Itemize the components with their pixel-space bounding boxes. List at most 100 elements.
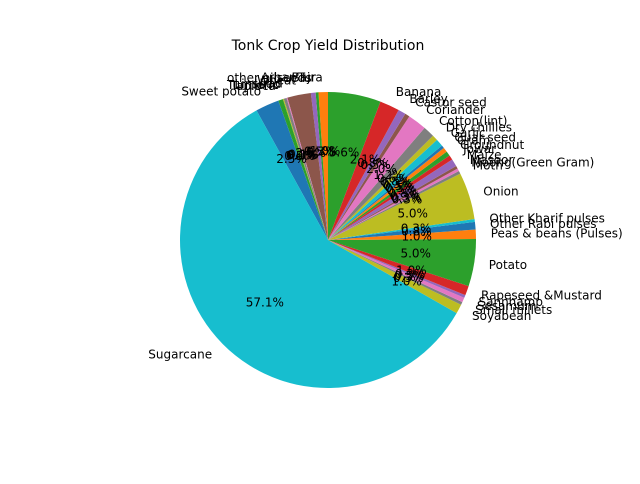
- pie-slice-tapioca: [278, 99, 328, 240]
- slice-label-masoor: Masoor: [470, 153, 514, 167]
- pie-slice-barley: [328, 109, 406, 241]
- pie-slice-jowar: [328, 155, 453, 240]
- slice-label-wheat: Wheat: [257, 73, 296, 87]
- slice-label-rapeseed-mustard: Rapeseed &Mustard: [481, 289, 602, 303]
- slice-label-turmeric: Turmeric: [226, 78, 279, 92]
- slice-label-other-kharif-pulses: Other Kharif pulses: [489, 212, 604, 226]
- pie-slice-sweet-potato: [256, 100, 328, 240]
- slice-label-moth: Moth: [473, 159, 503, 173]
- slice-label-bajra: Bajra: [291, 70, 322, 84]
- pie-slice-castor-seed: [328, 113, 410, 240]
- slice-label-castor-seed: Castor seed: [415, 96, 486, 110]
- pie-slice-wheat: [287, 93, 328, 240]
- pie-slice-other-oilseeds: [310, 92, 328, 241]
- slice-pct-dry-chillies: 0.6%: [377, 172, 408, 186]
- slice-label-barley: Barley: [409, 92, 447, 106]
- slice-label-sweet-potato: Sweet potato: [181, 85, 261, 99]
- slice-pct-bajra: 1.0%: [310, 144, 341, 158]
- slice-pct-barley: 0.8%: [357, 156, 388, 170]
- pie-slice-peas-beans-pulses: [328, 229, 476, 240]
- slice-label-gram: Gram: [457, 134, 490, 148]
- slice-label-garlic: Garlic: [451, 126, 486, 140]
- slice-pct-gram: 0.5%: [383, 179, 414, 193]
- pie-slice-other-kharif-pulses: [328, 219, 475, 240]
- slice-pct-wheat: 2.5%: [295, 146, 326, 160]
- slice-pct-urad: 0.1%: [288, 148, 319, 162]
- slice-pct-peas-beans-pulses: 1.0%: [401, 230, 432, 244]
- slice-label-sugarcane: Sugarcane: [148, 347, 212, 361]
- pie-labels: Bajra 1.0% Arhar/Tur 0.3% other oilseeds 0.5%…: [148, 70, 622, 361]
- pie-slice-groundnut: [328, 151, 450, 240]
- slice-pct-potato: 5.0%: [400, 247, 431, 261]
- slice-pct-sweet-potato: 2.5%: [276, 152, 307, 166]
- slice-label-cotton-lint: Cotton(lint): [439, 114, 507, 128]
- pie-slice-arhar-tur: [315, 92, 328, 240]
- pie-slice-small-millets: [328, 240, 463, 305]
- slice-pct-other-kharif-pulses: 0.3%: [401, 221, 432, 235]
- chart-title: Tonk Crop Yield Distribution: [231, 38, 425, 54]
- slice-label-other-rabi-pulses: Other Rabi pulses: [490, 217, 597, 231]
- slice-pct-onion: 5.0%: [397, 206, 428, 220]
- slice-label-peas-beans-pulses: Peas & beans (Pulses): [491, 227, 623, 241]
- slice-label-potato: Potato: [489, 258, 527, 272]
- slice-pct-sesamum: 0.5%: [394, 269, 425, 283]
- slice-label-jowar: Jowar: [462, 142, 496, 156]
- slice-pct-sugarcane: 57.1%: [246, 295, 284, 309]
- pie-slice-other-rabi-pulses: [328, 221, 476, 240]
- pie-slice-guar-seed: [328, 145, 444, 240]
- slice-label-sesamum: Sesamum: [477, 299, 537, 313]
- slice-label-linseed: Linseed: [235, 77, 281, 91]
- slice-pct-masoor: 0.3%: [390, 189, 421, 203]
- slice-pct-jowar: 0.5%: [386, 184, 417, 198]
- slice-label-dry-chillies: Dry chillies: [446, 121, 512, 135]
- slice-label-tapioca: Tapioca: [230, 79, 276, 93]
- slice-pct-sannhamp: 0.3%: [395, 267, 426, 281]
- pie-slice-slice-35: [328, 92, 381, 240]
- pie-slice-masoor: [328, 166, 458, 240]
- slice-pct-guar-seed: 0.3%: [382, 177, 413, 191]
- slice-label-guar-seed: Guar seed: [454, 130, 516, 144]
- slice-pct-other-rabi-pulses: 0.8%: [401, 224, 432, 238]
- slice-pct-garlic: 0.8%: [380, 175, 411, 189]
- pie-slice-rapeseed-mustard: [328, 240, 469, 296]
- slice-label-groundnut: Groundnut: [460, 138, 524, 152]
- slice-label-urad: Urad: [254, 77, 283, 91]
- slice-label-onion: Onion: [483, 184, 518, 198]
- pie-slice-urad: [286, 97, 328, 241]
- pie-slice-sannhamp: [328, 240, 466, 298]
- pie-slice-soyabean: [328, 240, 462, 314]
- pie-slice-cotton-lint: [328, 127, 433, 240]
- pie-slices: [180, 92, 477, 389]
- pie-slice-sesamum: [328, 240, 465, 303]
- pie-slice-dry-chillies: [328, 135, 437, 240]
- pie-slice-maize: [328, 159, 457, 240]
- slice-pct-cotton-lint: 1.2%: [373, 168, 404, 182]
- pie-slice-potato: [328, 239, 477, 287]
- slice-pct-castor-seed: 0.5%: [360, 158, 391, 172]
- slice-label-coriander: Coriander: [426, 103, 485, 117]
- slice-pct-turmeric: 0.1%: [286, 148, 317, 162]
- pie-slice-bajra: [318, 92, 328, 240]
- pie-slice-turmeric: [282, 98, 328, 240]
- slice-pct-small-millets: 0.3%: [393, 271, 424, 285]
- slice-pct-coriander: 2.0%: [366, 162, 397, 176]
- pie-slice-banana: [328, 101, 399, 240]
- slice-label-banana: Banana: [396, 85, 442, 99]
- slice-pct-rapeseed-mustard: 1.0%: [396, 263, 427, 277]
- slice-pct-linseed: 0.3%: [287, 148, 318, 162]
- slice-label-maize: Maize: [467, 148, 502, 162]
- slice-pct-slice-35: 5.6%: [329, 146, 360, 160]
- slice-pct-groundnut: 0.5%: [385, 181, 416, 195]
- slice-pct-banana: 2.1%: [350, 152, 381, 166]
- slice-label-other-oilseeds: other oilseeds: [227, 71, 312, 85]
- slice-label-arhar-tur: Arhar/Tur: [261, 71, 316, 85]
- slice-pct-maize: 0.8%: [388, 187, 419, 201]
- slice-pct-moth: 0.3%: [392, 192, 423, 206]
- pie-slice-coriander: [328, 116, 425, 240]
- slice-pct-soyabean: 1.0%: [391, 274, 422, 288]
- slice-label-sannhamp: Sannhamp: [479, 295, 543, 309]
- slice-pct-moong-green-gram: 0.3%: [391, 191, 422, 205]
- slice-pct-other-oilseeds: 0.5%: [304, 145, 335, 159]
